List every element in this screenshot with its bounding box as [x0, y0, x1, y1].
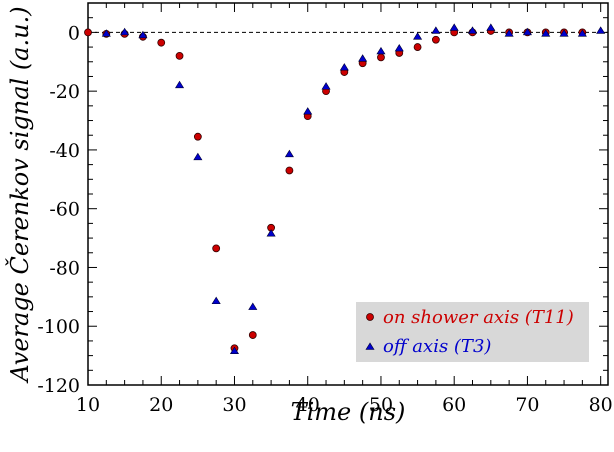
y-tick-label: -40 — [49, 140, 80, 162]
legend-label-t11: on shower axis (T11) — [383, 307, 574, 328]
data-point-t3 — [120, 27, 130, 36]
data-point-t3 — [541, 29, 551, 37]
data-point-t3 — [449, 23, 459, 31]
data-point-t11 — [84, 28, 92, 37]
data-point-t3 — [211, 296, 221, 305]
data-point-t11 — [175, 51, 184, 60]
data-point-t3 — [193, 152, 203, 161]
legend-marker-t11 — [366, 313, 374, 321]
data-point-t3 — [522, 27, 532, 36]
x-tick-label: 70 — [515, 394, 539, 416]
legend-label-t3: off axis (T3) — [383, 336, 491, 357]
data-point-t3 — [376, 46, 386, 55]
y-tick-label: -100 — [37, 316, 80, 338]
data-point-t11 — [212, 244, 221, 253]
data-point-t11 — [193, 132, 202, 141]
data-point-t3 — [504, 29, 514, 37]
data-point-t3 — [577, 29, 587, 37]
data-point-t3 — [229, 346, 240, 355]
x-tick-label: 10 — [76, 394, 100, 416]
data-point-t3 — [175, 80, 185, 89]
y-tick-label: -120 — [37, 375, 80, 397]
x-tick-label: 20 — [149, 394, 173, 416]
data-point-t3 — [339, 63, 349, 71]
data-point-t3 — [138, 30, 148, 39]
x-tick-label: 30 — [222, 394, 246, 416]
y-tick-label: 0 — [68, 22, 80, 44]
data-points — [84, 23, 606, 355]
tick-labels: 10 20 30 40 50 60 70 80 0 -20 -40 -60 -80 -100 -120 — [37, 22, 612, 416]
data-point-t3 — [486, 23, 496, 31]
data-point-t3 — [413, 32, 423, 40]
x-axis-title: Time (ns) — [291, 398, 406, 426]
data-point-t3 — [358, 54, 368, 62]
y-tick-label: -80 — [49, 257, 80, 279]
data-point-t3 — [559, 29, 569, 37]
data-point-t11 — [431, 35, 440, 44]
data-point-t11 — [413, 43, 422, 51]
data-point-t3 — [266, 229, 276, 237]
data-point-t3 — [394, 43, 404, 52]
data-point-t3 — [101, 29, 111, 37]
data-point-t11 — [377, 53, 385, 62]
data-point-t3 — [467, 26, 478, 34]
x-tick-label: 60 — [442, 394, 466, 416]
y-tick-label: -20 — [49, 81, 80, 103]
data-point-t3 — [596, 26, 606, 34]
x-tick-label: 80 — [589, 394, 613, 416]
data-point-t3 — [303, 107, 313, 115]
legend-box — [356, 302, 589, 362]
data-point-t3 — [248, 302, 258, 310]
legend: on shower axis (T11) off axis (T3) — [356, 302, 589, 362]
data-point-t11 — [285, 166, 294, 175]
data-point-t11 — [248, 331, 257, 339]
x-tick-label: 40 — [296, 394, 320, 416]
x-tick-label: 50 — [369, 394, 393, 416]
data-point-t11 — [157, 38, 166, 47]
data-point-t3 — [431, 26, 441, 34]
y-tick-label: -60 — [49, 199, 80, 221]
y-axis-title: Average Čerenkov signal (a.u.) — [5, 6, 34, 383]
legend-marker-t3 — [365, 342, 375, 350]
data-point-t3 — [321, 82, 331, 90]
ticks — [87, 2, 608, 386]
data-point-t3 — [284, 149, 294, 158]
